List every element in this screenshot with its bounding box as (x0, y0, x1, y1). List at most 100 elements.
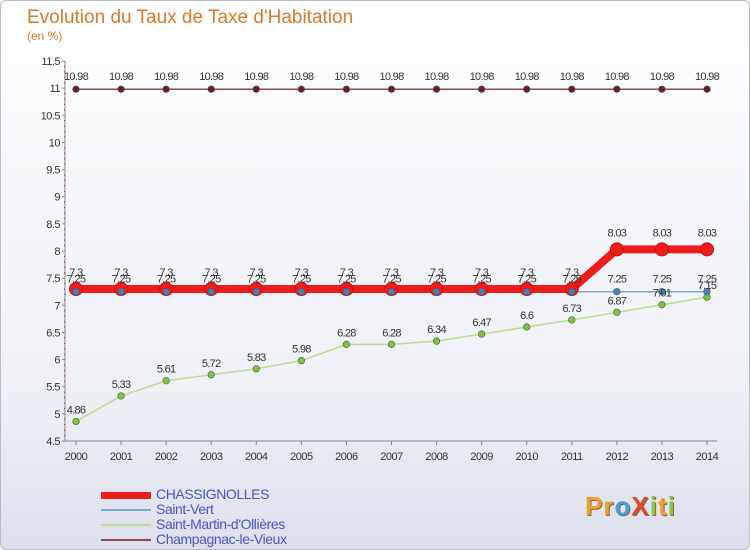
data-label: 7.25 (562, 274, 581, 286)
data-point (387, 288, 396, 296)
data-label: 7.25 (247, 274, 266, 286)
data-label: 7.25 (67, 274, 86, 286)
logo-letter: r (603, 491, 615, 521)
unit-label: (en %) (27, 29, 63, 43)
data-point (252, 365, 260, 373)
x-tick-label: 2002 (155, 451, 178, 463)
x-tick-label: 2008 (425, 451, 448, 463)
y-tick-label: 10 (49, 137, 61, 149)
data-label: 7.3 (475, 267, 489, 279)
y-tick-label: 7.5 (46, 273, 60, 285)
data-label: 7.25 (112, 274, 131, 286)
y-tick-label: 8 (54, 246, 60, 258)
data-label: 7.25 (157, 274, 176, 286)
data-point (72, 288, 80, 296)
data-label: 10.98 (379, 71, 404, 83)
y-tick-label: 11.5 (41, 56, 60, 68)
y-tick-label: 11 (50, 83, 61, 95)
data-label: 10.98 (64, 71, 89, 83)
x-tick-label: 2012 (606, 451, 629, 463)
data-point (207, 85, 215, 93)
data-point (613, 308, 621, 316)
y-tick-label: 10.5 (41, 110, 61, 122)
data-point (297, 357, 305, 365)
data-point (252, 288, 260, 296)
data-point (658, 288, 666, 296)
data-point (162, 377, 170, 385)
data-point (162, 288, 170, 296)
data-point (342, 340, 351, 348)
data-label: 5.61 (157, 364, 176, 376)
x-tick-label: 2010 (515, 451, 538, 463)
data-label: 7.3 (160, 267, 174, 279)
data-label: 4.86 (67, 404, 86, 416)
proxiti-logo: ProXiti (585, 491, 676, 522)
data-point (387, 340, 396, 348)
data-point (654, 242, 669, 257)
data-label: 7.25 (292, 274, 311, 286)
x-tick-label: 2006 (335, 451, 358, 463)
data-label: 8.03 (698, 227, 717, 239)
data-point (387, 85, 396, 93)
data-label: 10.98 (560, 71, 585, 83)
data-label: 5.83 (247, 352, 266, 364)
x-tick-label: 2001 (110, 451, 133, 463)
legend-label: Champagnac-le-Vieux (156, 531, 287, 547)
data-label: 6.73 (562, 303, 581, 315)
legend-swatch (101, 524, 151, 526)
logo-letter: P (585, 491, 604, 521)
data-point (478, 288, 486, 296)
data-point (703, 288, 711, 296)
y-tick-label: 6 (54, 355, 60, 367)
logo-letter: o (614, 491, 632, 521)
x-tick-label: 2013 (651, 451, 674, 463)
data-label: 5.98 (292, 344, 311, 356)
x-tick-label: 2003 (200, 451, 223, 463)
logo-letter: i (649, 491, 658, 521)
data-label: 10.98 (425, 71, 450, 83)
data-point (568, 316, 576, 324)
data-point (117, 288, 125, 296)
data-point (432, 85, 441, 93)
data-label: 10.98 (605, 71, 630, 83)
x-tick-label: 2007 (380, 451, 403, 463)
data-point (478, 330, 486, 338)
data-label: 10.98 (650, 71, 675, 83)
legend-label: Saint-Vert (156, 501, 214, 517)
data-point (117, 392, 125, 400)
data-label: 6.87 (608, 295, 627, 307)
data-label: 7.3 (69, 267, 83, 279)
chart-title: Evolution du Taux de Taxe d'Habitation (27, 7, 354, 28)
data-label: 7.3 (205, 267, 219, 279)
logo-letter: i (667, 491, 676, 521)
data-label: 10.98 (109, 71, 134, 83)
data-label: 6.28 (337, 327, 356, 339)
data-point (658, 85, 666, 93)
data-point (117, 85, 125, 93)
data-label: 10.98 (470, 71, 495, 83)
data-label: 7.01 (653, 288, 672, 300)
series-line (75, 296, 708, 423)
data-point (613, 288, 621, 296)
data-label: 7.3 (520, 267, 534, 279)
data-point (297, 85, 305, 93)
data-label: 8.03 (653, 227, 672, 239)
data-point (342, 85, 351, 93)
data-point (72, 417, 80, 426)
data-point (207, 371, 215, 379)
data-label: 7.25 (608, 274, 627, 286)
y-tick-label: 6.5 (46, 327, 60, 339)
legend-swatch (101, 539, 151, 541)
data-point (72, 85, 80, 93)
x-tick-label: 2004 (245, 451, 268, 463)
legend-swatch (101, 509, 151, 511)
y-tick-label: 9 (54, 192, 60, 204)
data-point (297, 288, 305, 296)
data-label: 7.3 (340, 267, 354, 279)
data-label: 7.3 (565, 267, 579, 279)
data-label: 6.47 (472, 317, 491, 329)
data-label: 10.98 (515, 71, 540, 83)
logo-letter: t (657, 491, 668, 521)
